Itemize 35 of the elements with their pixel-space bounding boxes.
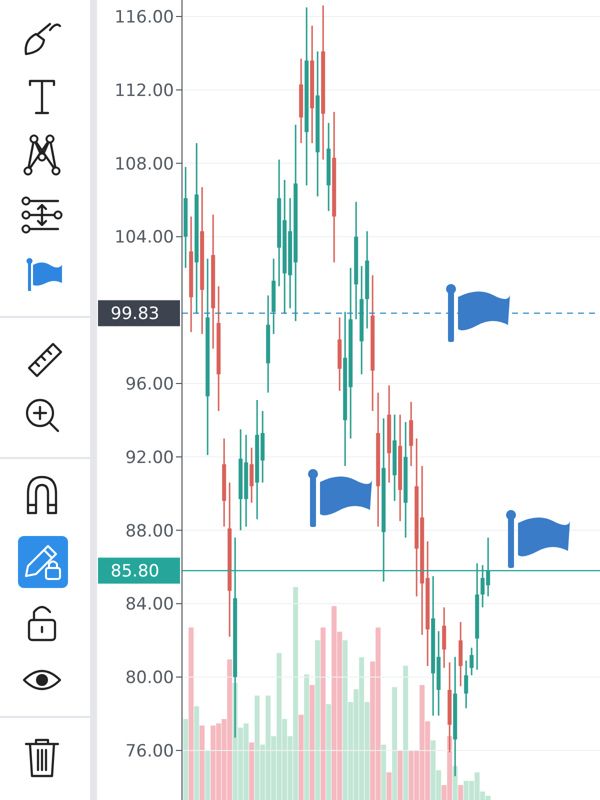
- bar: [320, 627, 326, 800]
- candlestick: [464, 660, 468, 710]
- bar: [398, 751, 403, 800]
- bar: [188, 627, 194, 800]
- bar: [326, 704, 332, 800]
- y-tick-label: 108.00: [114, 154, 174, 174]
- bar: [205, 751, 210, 800]
- bar: [315, 640, 320, 800]
- bar: [298, 714, 304, 800]
- y-tick-label: 76.00: [125, 741, 174, 762]
- bar: [458, 785, 464, 800]
- y-tick-label: 84.00: [125, 594, 174, 615]
- y-tick-label: 92.00: [125, 448, 174, 468]
- y-tick-label: 96.00: [125, 374, 174, 395]
- bar: [392, 687, 398, 800]
- candlestick: [250, 446, 254, 504]
- candlestick: [442, 606, 446, 669]
- bar: [386, 772, 392, 800]
- y-tick-label: 104.00: [114, 228, 174, 248]
- y-tick-label: 116.00: [114, 8, 174, 28]
- ref-line-label: 85.80: [110, 562, 160, 582]
- bar: [249, 742, 254, 800]
- bar: [304, 674, 310, 800]
- bar: [381, 744, 386, 800]
- ref-line-label: 99.83: [110, 304, 160, 324]
- bar: [194, 706, 200, 800]
- bar: [183, 719, 188, 800]
- y-tick-label: 88.00: [125, 521, 174, 542]
- bar: [452, 766, 458, 800]
- y-tick-label: 112.00: [114, 80, 174, 101]
- bar: [403, 666, 408, 800]
- candlestick: [470, 646, 474, 676]
- y-tick-label: 80.00: [125, 668, 174, 688]
- bar: [200, 725, 205, 800]
- bar: [310, 684, 315, 800]
